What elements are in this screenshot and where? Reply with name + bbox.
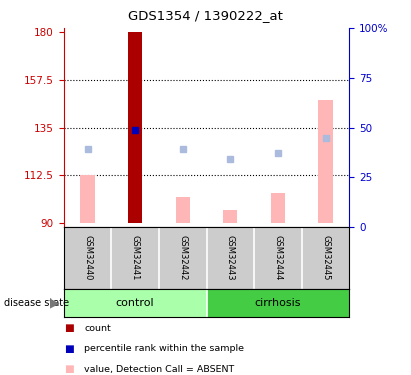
Text: GSM32441: GSM32441 [131, 235, 140, 280]
Bar [271, 193, 285, 223]
Text: disease state: disease state [4, 298, 69, 308]
Bar [175, 197, 190, 223]
Bar [206, 289, 349, 317]
Text: GSM32443: GSM32443 [226, 235, 235, 280]
Text: value, Detection Call = ABSENT: value, Detection Call = ABSENT [84, 365, 235, 374]
Text: GSM32445: GSM32445 [321, 235, 330, 280]
Bar [128, 32, 142, 223]
Text: ■: ■ [64, 364, 74, 374]
Text: GSM32444: GSM32444 [273, 235, 282, 280]
Text: ■: ■ [64, 323, 74, 333]
Bar [319, 100, 332, 223]
Text: count: count [84, 324, 111, 333]
Text: ■: ■ [64, 344, 74, 354]
Text: control: control [116, 298, 155, 308]
Text: GDS1354 / 1390222_at: GDS1354 / 1390222_at [128, 9, 283, 22]
Text: GSM32440: GSM32440 [83, 235, 92, 280]
Bar [223, 210, 238, 223]
Bar [81, 175, 95, 223]
Text: GSM32442: GSM32442 [178, 235, 187, 280]
Text: ▶: ▶ [50, 296, 60, 309]
Text: cirrhosis: cirrhosis [255, 298, 301, 308]
Bar [64, 289, 206, 317]
Text: percentile rank within the sample: percentile rank within the sample [84, 344, 244, 353]
